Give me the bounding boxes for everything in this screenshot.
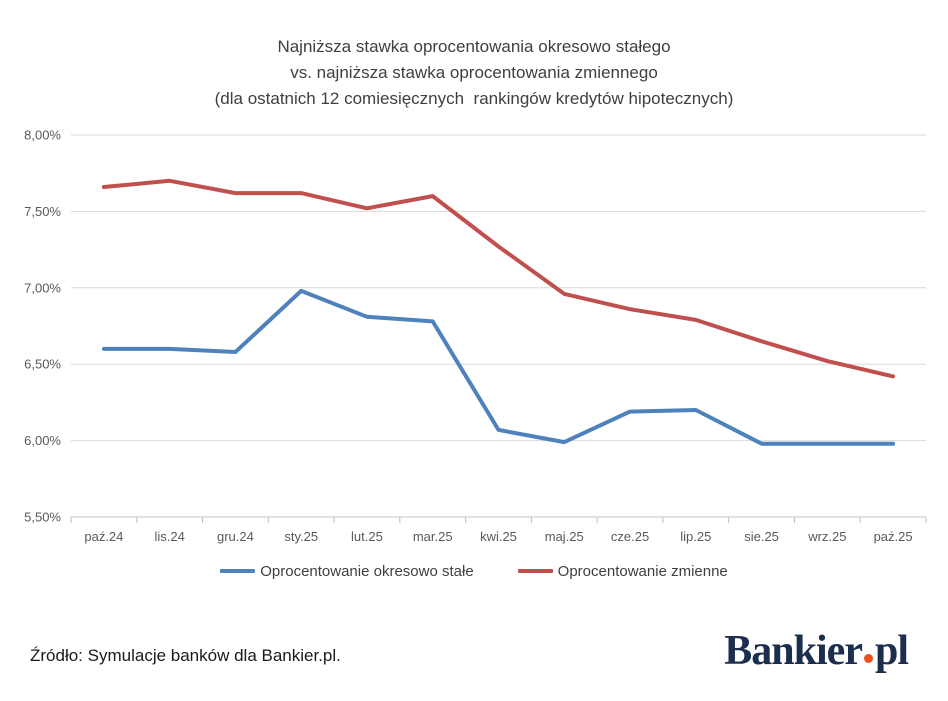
series-line-variable xyxy=(101,178,896,379)
legend-item-fixed-rate: Oprocentowanie okresowo stałe xyxy=(220,562,474,580)
legend-label-variable: Oprocentowanie zmienne xyxy=(557,562,728,580)
legend-label-fixed: Oprocentowanie okresowo stałe xyxy=(260,562,474,580)
x-tick-label: mar.25 xyxy=(413,529,453,544)
x-tick-label: wrz.25 xyxy=(807,529,846,544)
y-tick-label: 6,50% xyxy=(24,357,61,372)
source-note: Źródło: Symulacje banków dla Bankier.pl. xyxy=(30,646,341,665)
x-tick-label: lis.24 xyxy=(154,529,184,544)
x-tick-label: lip.25 xyxy=(680,529,711,544)
bankier-logo: Bankier pl xyxy=(724,627,909,675)
chart-title-line-3: (dla ostatnich 12 comiesięcznych ranking… xyxy=(214,89,734,108)
x-tick-label: kwi.25 xyxy=(480,529,517,544)
chart-legend: Oprocentowanie okresowo stałe Oprocentow… xyxy=(0,556,948,586)
x-tick-label: paź.24 xyxy=(84,529,123,544)
x-tick-label: sie.25 xyxy=(744,529,779,544)
line-chart: 5,50% 6,00% 6,50% 7,00% 7,50% 8,00% paź.24 lis.… xyxy=(24,128,927,544)
series-line-fixed xyxy=(101,288,896,446)
x-tick-label: lut.25 xyxy=(351,529,383,544)
y-tick-label: 7,50% xyxy=(24,204,61,219)
bankier-logo-main: Bankier xyxy=(724,628,863,674)
chart-title: Najniższa stawka oprocentowania okresowo… xyxy=(0,34,948,112)
x-tick-label: maj.25 xyxy=(545,529,584,544)
y-tick-label: 6,00% xyxy=(24,433,61,448)
x-tick-label: sty.25 xyxy=(284,529,318,544)
chart-title-line-2: vs. najniższa stawka oprocentowania zmie… xyxy=(290,63,658,82)
y-tick-label: 5,50% xyxy=(24,510,61,525)
x-tick-label: gru.24 xyxy=(217,529,254,544)
bankier-logo-dot-icon xyxy=(863,654,873,663)
legend-line-swatch-variable xyxy=(517,569,553,573)
x-tick-label: paź.25 xyxy=(874,529,913,544)
y-tick-label: 8,00% xyxy=(24,128,61,143)
legend-item-variable-rate: Oprocentowanie zmienne xyxy=(517,562,728,580)
chart-title-line-1: Najniższa stawka oprocentowania okresowo… xyxy=(277,37,671,56)
bankier-logo-suffix: pl xyxy=(874,628,909,674)
legend-line-swatch-fixed xyxy=(220,569,256,573)
x-tick-label: cze.25 xyxy=(611,529,649,544)
y-tick-label: 7,00% xyxy=(24,280,61,295)
